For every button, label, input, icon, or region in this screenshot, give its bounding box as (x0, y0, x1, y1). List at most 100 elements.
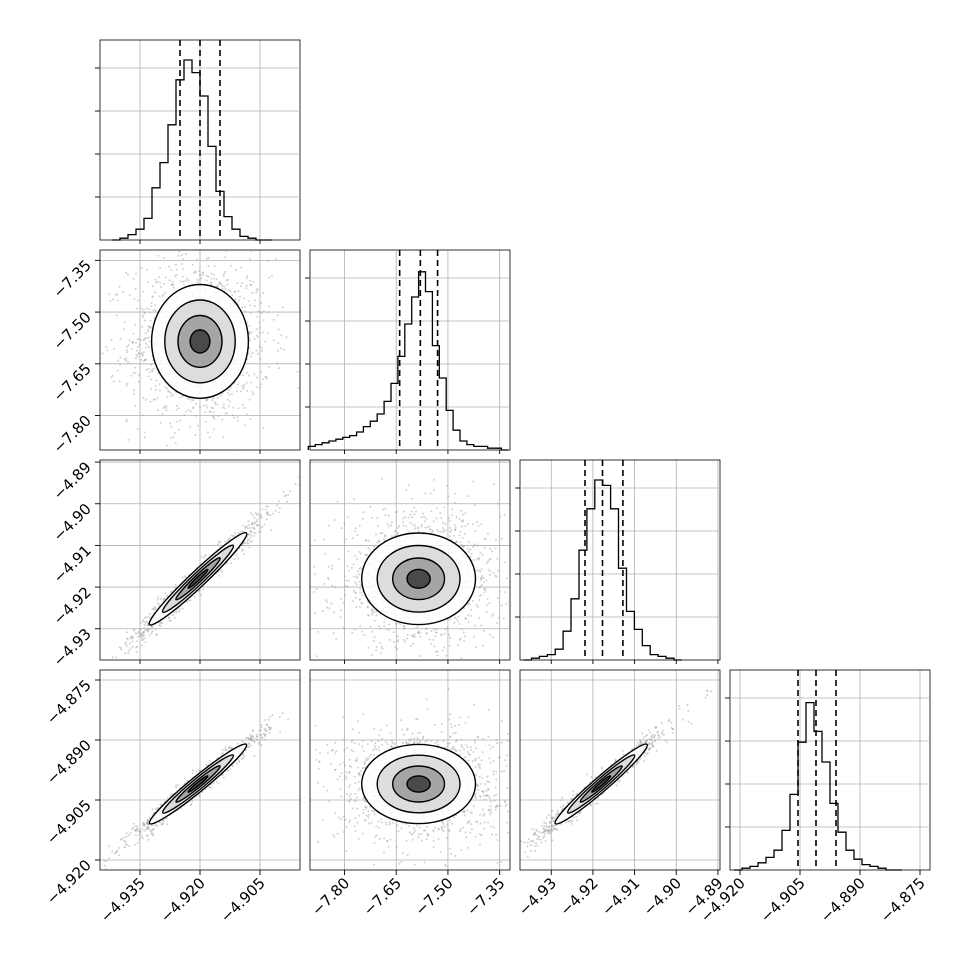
sample-point (366, 605, 369, 608)
sample-point (170, 425, 173, 428)
sample-point (245, 277, 248, 280)
sample-point (174, 442, 177, 445)
sample-point (319, 659, 321, 660)
sample-point (151, 369, 154, 372)
sample-point (141, 314, 144, 317)
sample-point (191, 800, 194, 803)
sample-point (326, 606, 329, 609)
histogram-1 (307, 271, 509, 451)
sample-point (463, 544, 466, 547)
sample-point (157, 372, 159, 374)
sample-point (145, 828, 148, 831)
sample-point (250, 331, 253, 334)
sample-point (346, 565, 349, 568)
sample-point (149, 319, 152, 322)
sample-point (221, 749, 224, 751)
sample-point (523, 622, 525, 624)
sample-point (190, 398, 193, 401)
sample-point (512, 549, 514, 551)
sample-point (225, 279, 228, 282)
sample-point (351, 728, 354, 731)
sample-point (189, 425, 192, 428)
sample-point (268, 732, 271, 735)
sample-point (152, 309, 155, 312)
sample-point (259, 530, 262, 533)
sample-point (500, 537, 503, 540)
sample-point (442, 531, 445, 534)
sample-point (143, 637, 146, 640)
sample-point (473, 703, 476, 706)
sample-point (448, 519, 451, 522)
sample-point (342, 626, 345, 629)
sample-point (108, 857, 111, 860)
sample-point (413, 513, 416, 516)
sample-point (142, 824, 145, 827)
sample-point (111, 656, 114, 659)
sample-point (164, 386, 167, 389)
sample-point (498, 590, 501, 593)
sample-point (354, 527, 357, 530)
sample-point (248, 332, 251, 335)
sample-point (196, 279, 199, 281)
sample-point (253, 754, 256, 757)
sample-point (463, 756, 466, 759)
sample-point (260, 737, 263, 739)
sample-point (451, 508, 454, 511)
sample-point (170, 394, 173, 397)
sample-point (367, 547, 370, 549)
sample-point (248, 331, 251, 333)
sample-point (145, 398, 148, 401)
sample-point (382, 538, 385, 541)
sample-point (191, 771, 194, 774)
sample-point (152, 398, 155, 401)
sample-point (486, 532, 489, 535)
sample-point (218, 282, 221, 284)
sample-point (399, 719, 402, 722)
sample-point (506, 754, 509, 757)
sample-point (214, 401, 217, 404)
sample-point (175, 609, 178, 612)
sample-point (492, 571, 495, 574)
sample-point (133, 629, 135, 632)
sample-point (228, 393, 231, 396)
sample-point (375, 649, 378, 652)
panel-border (309, 669, 511, 871)
sample-point (496, 839, 499, 841)
sample-point (375, 646, 378, 648)
sample-point (119, 337, 122, 340)
sample-point (159, 625, 162, 628)
sample-point (499, 515, 502, 518)
sample-point (166, 823, 169, 826)
sample-point (413, 506, 416, 509)
sample-point (207, 265, 210, 268)
sample-point (398, 524, 401, 527)
sample-point (249, 733, 252, 736)
sample-point (435, 507, 438, 510)
sample-point (208, 786, 211, 789)
sample-point (103, 864, 106, 867)
sample-point (454, 492, 457, 495)
sample-point (167, 390, 170, 393)
sample-point (222, 275, 225, 278)
sample-point (359, 591, 362, 594)
sample-point (249, 737, 252, 740)
sample-point (226, 539, 229, 542)
sample-point (328, 607, 331, 610)
sample-point (265, 512, 268, 514)
sample-point (449, 713, 452, 716)
panel-border (309, 249, 511, 451)
sample-point (282, 490, 285, 493)
sample-point (140, 307, 143, 310)
sample-point (255, 334, 258, 337)
sample-point (333, 836, 336, 838)
sample-point (277, 328, 280, 331)
sample-point (123, 846, 126, 849)
sample-point (368, 614, 371, 617)
sample-point (243, 755, 246, 758)
sample-point (353, 742, 356, 745)
sample-point (396, 648, 399, 651)
sample-point (222, 403, 225, 406)
sample-point (250, 355, 252, 358)
sample-point (129, 647, 132, 650)
sample-point (483, 546, 486, 549)
